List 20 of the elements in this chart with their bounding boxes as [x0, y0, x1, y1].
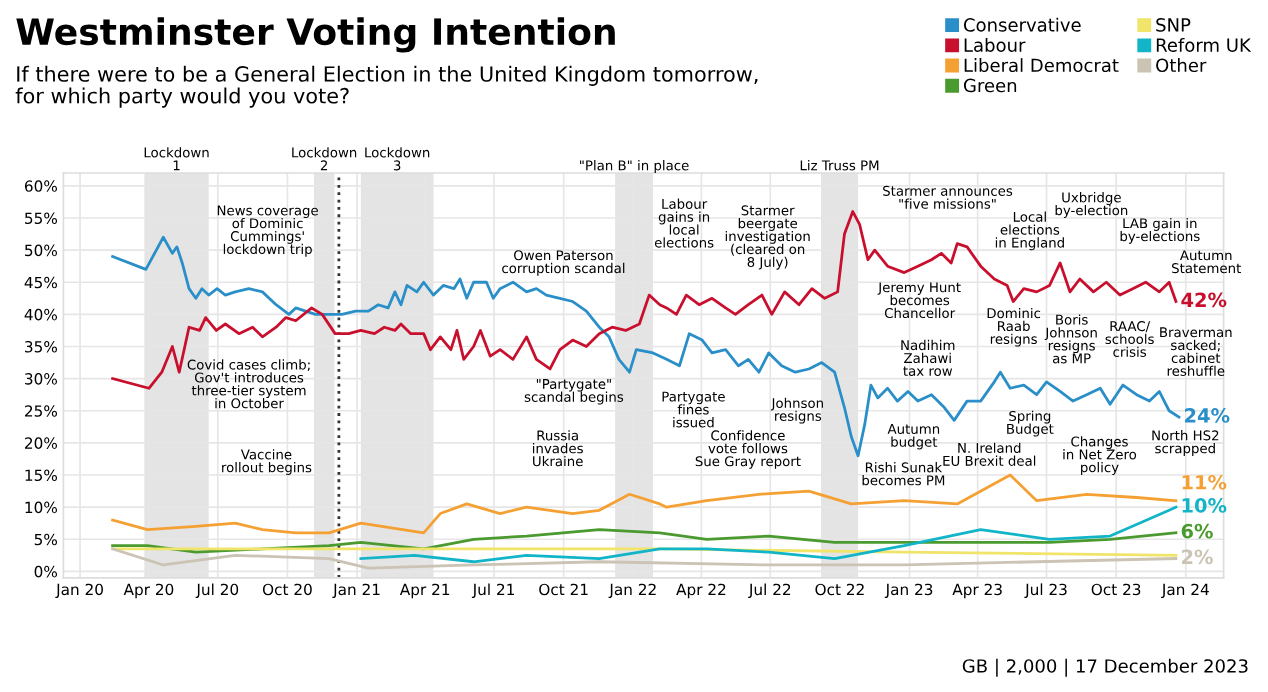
chart-subtitle: If there were to be a General Election in the United Kingdom tomorrow, for which party would you vote?: [15, 65, 758, 108]
annotation: 10%: [1182, 498, 1227, 513]
legend-label: Other: [1156, 58, 1207, 73]
line-series: [111, 528, 1178, 554]
legend-label: SNP: [1156, 18, 1191, 32]
legend-label: Liberal Democrat: [964, 58, 1119, 73]
annotation: 11%: [1182, 474, 1227, 490]
chart-title: Westminster Voting Intention: [16, 17, 615, 53]
line-series: [359, 505, 1178, 564]
legend-label: Reform UK: [1156, 37, 1252, 52]
line-series: [111, 473, 1178, 535]
annotation: 42%: [1181, 292, 1227, 308]
text: GB | 2,000 | 17 December 2023: [962, 658, 1248, 677]
annotation: 2%: [1182, 549, 1213, 565]
legend-label: Conservative: [963, 17, 1081, 32]
annotation: 24%: [1185, 408, 1230, 423]
legend-label: Labour: [964, 37, 1026, 52]
legend-label: Green: [963, 78, 1017, 93]
annotation: 6%: [1181, 523, 1213, 539]
line-series: [111, 547, 1178, 570]
